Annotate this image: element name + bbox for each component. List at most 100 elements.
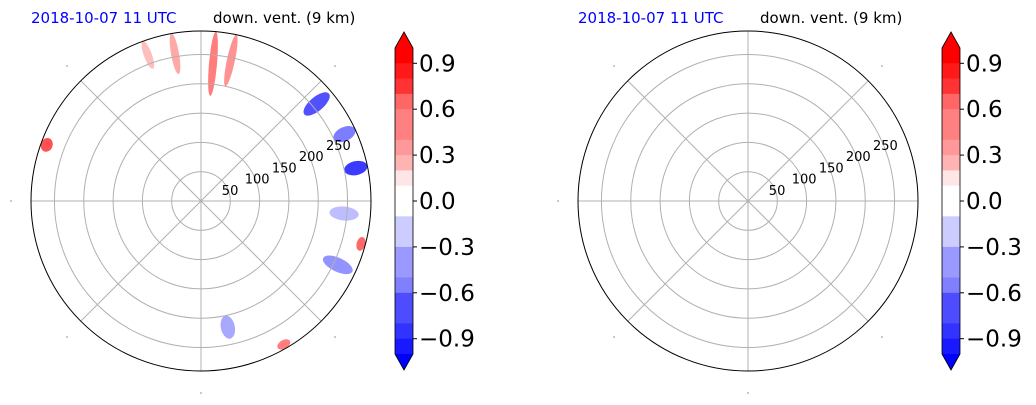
radial-tick-label: 250: [873, 139, 898, 154]
colorbar-segment: [942, 216, 960, 233]
field-feature: [277, 339, 291, 350]
field-feature: [356, 237, 366, 251]
colorbar-segment: [395, 338, 413, 355]
field-feature: [303, 92, 330, 116]
colorbar-tick-label: −0.9: [419, 327, 475, 353]
colorbar-tick-label: 0.0: [419, 189, 456, 215]
colorbar-segment: [942, 201, 960, 217]
chart-title-time: 2018-10-07 11 UTC: [31, 9, 177, 27]
field-feature: [329, 206, 359, 221]
colorbar-segment: [942, 292, 960, 309]
radial-tick-label: 200: [846, 150, 871, 165]
colorbar-segment: [395, 246, 413, 263]
colorbar-tick-label: −0.3: [419, 235, 475, 261]
colorbar-segment: [395, 201, 413, 217]
frame-marker: [557, 200, 559, 202]
radial-tick-label: 50: [769, 184, 786, 199]
frame-marker: [200, 392, 202, 394]
colorbar-segment: [395, 308, 413, 324]
chart-title-variable: down. vent. (9 km): [760, 9, 902, 27]
field-feature: [344, 160, 368, 176]
frame-marker: [10, 200, 12, 202]
frame-marker: [613, 65, 615, 67]
angular-grid-line: [747, 80, 869, 202]
radial-tick-label: 200: [299, 150, 324, 165]
polar-outline: [30, 30, 372, 372]
radial-tick-label: 150: [272, 161, 297, 176]
chart-title-time: 2018-10-07 11 UTC: [578, 9, 724, 27]
colorbar-extend-min: [395, 354, 413, 370]
colorbar-tick-label: 0.0: [966, 189, 1003, 215]
colorbar-segment: [395, 277, 413, 294]
colorbar-segment: [942, 262, 960, 278]
frame-marker: [334, 65, 336, 67]
colorbar-segment: [942, 246, 960, 263]
colorbar-segment: [395, 63, 413, 80]
colorbar-tick-label: −0.6: [966, 281, 1022, 307]
colorbar-segment: [395, 155, 413, 171]
colorbar-frame: [941, 31, 961, 371]
colorbar-segment: [942, 109, 960, 125]
colorbar-segment: [395, 216, 413, 233]
frame-marker: [613, 336, 615, 338]
angular-grid-line: [80, 200, 202, 322]
field-feature: [322, 255, 353, 275]
left-polar-chart: 50 100 150 200 250 2018-10-07 11 UTC down. ven…: [0, 0, 518, 401]
polar-outline: [577, 30, 919, 372]
field-feature: [40, 137, 53, 152]
colorbar-tick-label: 0.9: [419, 51, 456, 77]
colorbar-frame: [394, 31, 414, 371]
colorbar-tick-label: 0.6: [419, 97, 456, 123]
radial-tick-label: 250: [326, 139, 351, 154]
colorbar-segment: [395, 292, 413, 309]
colorbar-segment: [395, 323, 413, 340]
radial-tick-label: 100: [245, 173, 270, 188]
angular-grid-line: [80, 80, 202, 202]
frame-marker: [66, 336, 68, 338]
colorbar-segment: [395, 139, 413, 156]
radial-tick-label: 50: [222, 184, 239, 199]
colorbar-segment: [395, 109, 413, 125]
colorbar-extend-min: [942, 354, 960, 370]
colorbar-segment: [395, 48, 413, 64]
field-feature: [141, 41, 155, 69]
colorbar-segment: [942, 231, 960, 248]
colorbar: 0.9 0.6 0.3 0.0 −0.3 −0.6 −0.9: [941, 31, 1022, 371]
colorbar-segment: [942, 338, 960, 355]
field-feature: [169, 33, 181, 75]
field-feature: [224, 34, 238, 87]
field-feature: [220, 315, 236, 339]
frame-marker: [881, 336, 883, 338]
frame-marker: [334, 336, 336, 338]
colorbar-segment: [942, 139, 960, 156]
colorbar-segment: [942, 185, 960, 202]
colorbar-segment: [395, 185, 413, 202]
colorbar-tick-label: −0.6: [419, 281, 475, 307]
colorbar-tick-label: −0.3: [966, 235, 1022, 261]
colorbar-segment: [942, 155, 960, 171]
colorbar-segment: [942, 78, 960, 95]
angular-grid-line: [200, 200, 322, 322]
colorbar-tick-label: 0.3: [966, 143, 1003, 169]
colorbar-tick-label: 0.9: [966, 51, 1003, 77]
colorbar-segment: [942, 170, 960, 187]
colorbar-extend-max: [395, 32, 413, 48]
colorbar-segment: [395, 124, 413, 141]
frame-marker: [881, 65, 883, 67]
angular-grid-line: [627, 200, 749, 322]
colorbar-segment: [942, 277, 960, 294]
colorbar-segment: [395, 231, 413, 248]
right-polar-chart: 50 100 150 200 250 2018-10-07 11 UTC down. ven…: [547, 0, 1036, 401]
colorbar-segment: [942, 323, 960, 340]
frame-marker: [66, 65, 68, 67]
angular-grid-line: [200, 80, 322, 202]
angular-grid-line: [747, 200, 869, 322]
colorbar-segment: [942, 124, 960, 141]
colorbar-extend-max: [942, 32, 960, 48]
colorbar-segment: [942, 308, 960, 324]
colorbar-segment: [942, 63, 960, 80]
field-feature: [208, 31, 218, 96]
colorbar-segment: [942, 48, 960, 64]
chart-title-variable: down. vent. (9 km): [213, 9, 355, 27]
colorbar-tick-label: −0.9: [966, 327, 1022, 353]
